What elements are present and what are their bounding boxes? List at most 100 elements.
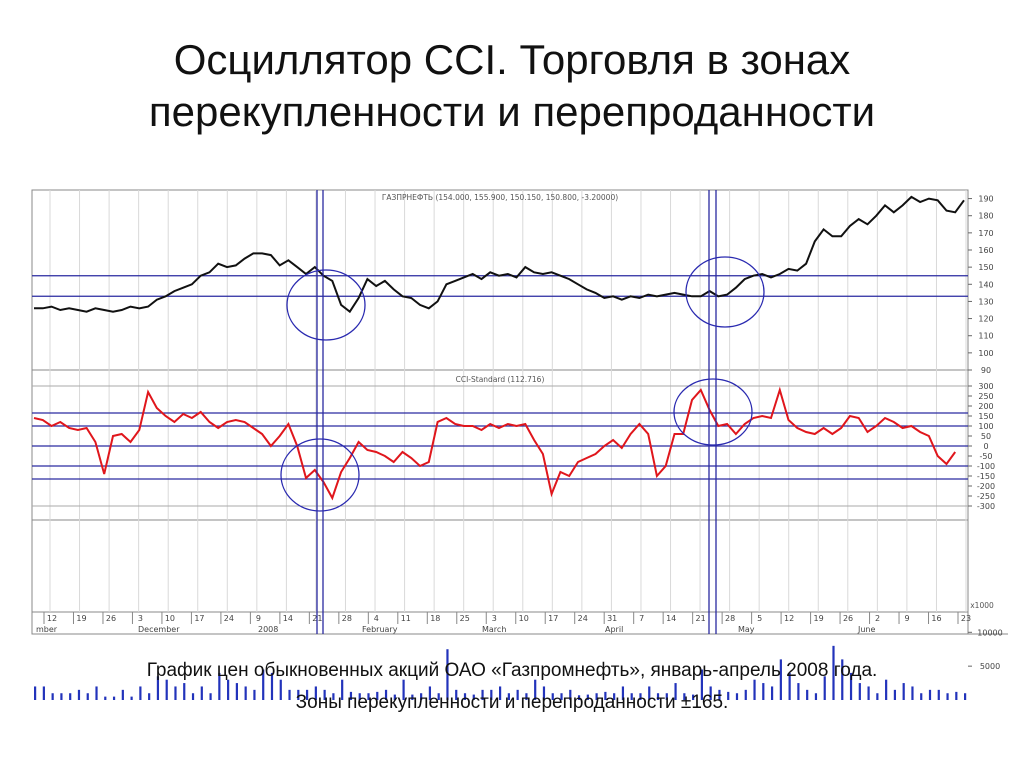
volume-bar: [770, 686, 774, 700]
price-axis-tick-label: 130: [978, 297, 993, 306]
x-axis-day-label: 14: [283, 614, 293, 623]
price-axis-tick-label: 90: [981, 366, 991, 375]
volume-bar: [928, 689, 932, 700]
volume-bar: [551, 693, 554, 700]
cci-axis-tick-label: 50: [981, 432, 991, 441]
cci-axis-tick-label: -100: [977, 462, 995, 471]
volume-bar: [779, 659, 782, 700]
volume-bar: [499, 686, 502, 700]
volume-bar: [604, 691, 607, 700]
cci-axis-tick-label: -200: [977, 482, 995, 491]
x-axis-day-label: 16: [931, 614, 941, 623]
volume-bar: [60, 693, 63, 700]
volume-bar: [393, 694, 396, 700]
x-axis-month-label: June: [857, 625, 876, 634]
x-axis-day-label: 18: [430, 614, 440, 623]
x-axis-day-label: 31: [607, 614, 617, 623]
cci-axis-tick-label: 100: [978, 422, 993, 431]
volume-bar: [744, 689, 747, 700]
volume-bar: [358, 693, 361, 700]
cci-axis-tick-label: 300: [978, 382, 993, 391]
volume-bar: [341, 679, 344, 700]
volume-bar: [253, 689, 256, 700]
volume-bar: [832, 645, 835, 700]
volume-bar: [753, 679, 756, 700]
volume-bar: [674, 683, 677, 700]
volume-bar: [718, 689, 721, 700]
x-axis-day-label: 26: [106, 614, 116, 623]
volume-bar: [297, 689, 300, 700]
volume-bar: [876, 693, 879, 700]
volume-bar: [279, 679, 282, 700]
volume-bar: [648, 686, 651, 700]
x-axis-day-label: 24: [224, 614, 234, 623]
volume-bar: [823, 676, 826, 700]
volume-bar: [788, 672, 791, 700]
price-axis-tick-label: 170: [978, 229, 993, 238]
volume-bar: [542, 686, 546, 700]
volume-bar: [569, 689, 572, 700]
volume-bar: [964, 693, 967, 700]
volume-bar: [402, 679, 405, 700]
volume-bar: [656, 693, 660, 700]
x-axis-day-label: 23: [961, 614, 971, 623]
x-axis-day-label: 14: [666, 614, 676, 623]
volume-bar: [314, 686, 317, 700]
volume-bar: [621, 686, 625, 700]
cci-axis-tick-label: 0: [983, 442, 988, 451]
volume-bar: [762, 683, 765, 700]
volume-bar: [77, 689, 81, 700]
volume-bar: [525, 693, 528, 700]
x-axis-day-label: 10: [519, 614, 529, 623]
volume-bar: [112, 696, 116, 700]
x-axis-month-label: May: [738, 625, 755, 634]
x-axis-day-label: 17: [194, 614, 204, 623]
page-title-line1: Осциллятор CCI. Торговля в зонах: [173, 36, 851, 83]
volume-bar: [437, 693, 440, 700]
price-axis-tick-label: 120: [978, 315, 993, 324]
volume-bar: [806, 689, 809, 700]
caption-line1: График цен обыкновенных акций ОАО «Газпр…: [146, 660, 878, 681]
cci-series-line: [33, 386, 957, 501]
volume-bar: [630, 693, 633, 700]
volume-bar: [955, 691, 958, 700]
price-axis-tick-label: 110: [978, 332, 993, 341]
x-axis-day-label: 28: [725, 614, 735, 623]
volume-bar: [209, 693, 212, 700]
volume-bar: [665, 693, 668, 700]
volume-bar: [139, 686, 142, 700]
cci-axis-tick-label: 150: [978, 412, 993, 421]
volume-bar: [367, 693, 370, 700]
x-axis-day-label: 9: [256, 614, 261, 623]
volume-bar: [920, 693, 923, 700]
volume-bar: [86, 693, 89, 700]
volume-bar: [121, 689, 124, 700]
volume-bar: [183, 683, 186, 700]
x-axis-day-label: 5: [757, 614, 762, 623]
signal-circle-cci-jan: [280, 438, 360, 512]
volume-bar: [902, 683, 905, 700]
volume-bar: [507, 693, 510, 700]
x-axis-day-label: 4: [374, 614, 379, 623]
price-axis-tick-label: 150: [978, 263, 993, 272]
volume-bar: [560, 693, 563, 700]
cci-axis-tick-label: 200: [978, 402, 993, 411]
volume-bar: [937, 689, 940, 700]
cci-pane-title: CCI-Standard (112.716): [456, 375, 545, 384]
x-axis-day-label: 3: [492, 614, 497, 623]
volume-bar: [200, 686, 203, 700]
x-axis-day-label: 2: [875, 614, 880, 623]
volume-bar: [288, 689, 291, 700]
volume-bar: [42, 686, 45, 700]
page-title-line2: перекупленности и перепроданности: [148, 88, 876, 135]
volume-axis-tick-label: 5000: [980, 662, 1000, 671]
x-axis-month-label: February: [362, 625, 398, 634]
volume-bar: [613, 693, 616, 700]
price-series-line: [34, 195, 965, 314]
x-axis-month-label: December: [138, 625, 180, 634]
x-axis-day-label: 9: [904, 614, 909, 623]
volume-bar: [174, 686, 177, 700]
x-axis-day-label: 12: [784, 614, 794, 623]
volume-bar: [893, 689, 897, 700]
